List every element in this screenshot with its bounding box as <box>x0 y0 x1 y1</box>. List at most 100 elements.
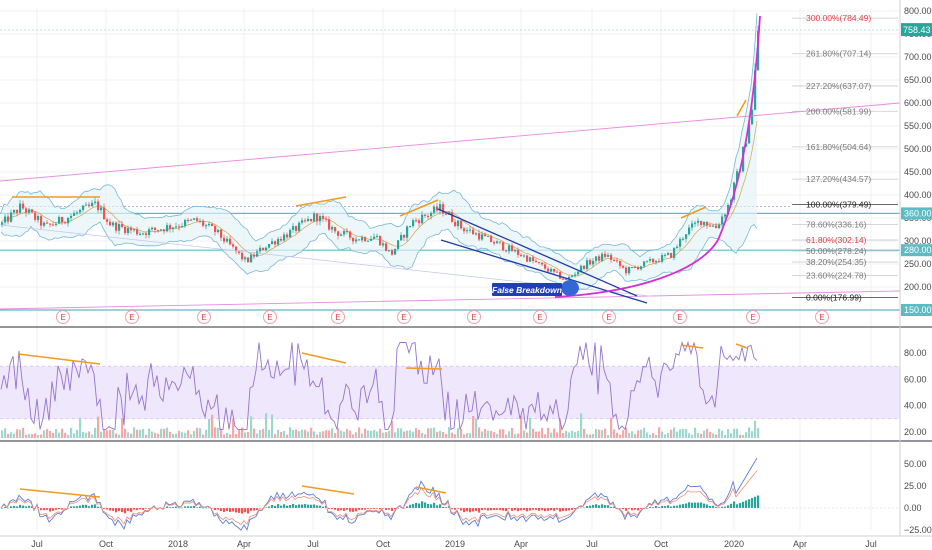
candle <box>79 209 82 213</box>
macd-histogram-bar <box>277 504 280 508</box>
candle <box>571 275 574 277</box>
divergence-line <box>295 196 347 207</box>
volume-bar <box>541 428 544 438</box>
fib-label: 0.00%(176.99) <box>806 293 862 303</box>
candle <box>37 216 40 220</box>
macd-histogram-bar <box>487 508 490 511</box>
volume-bar <box>637 430 640 438</box>
earnings-marker-text: E <box>537 313 542 322</box>
macd-histogram-bar <box>433 502 436 508</box>
candle <box>631 267 634 269</box>
candle <box>268 243 271 248</box>
macd-histogram-bar <box>409 504 412 508</box>
volume-bar <box>535 431 538 438</box>
macd-panel <box>0 457 900 531</box>
price-tick-label: 500.00 <box>904 144 932 154</box>
macd-histogram-bar <box>508 508 511 510</box>
candle <box>82 205 85 210</box>
macd-histogram-bar <box>682 504 685 508</box>
volume-bar <box>25 434 28 438</box>
volume-bar <box>493 432 496 438</box>
candle <box>217 229 220 233</box>
macd-histogram-bar <box>445 507 448 508</box>
candle <box>295 226 298 231</box>
volume-bar <box>325 430 328 438</box>
candle <box>283 234 286 241</box>
candle <box>421 214 424 224</box>
candle <box>166 225 169 232</box>
macd-histogram-bar <box>523 508 526 511</box>
candle <box>406 226 409 238</box>
candle <box>475 233 478 235</box>
candle <box>427 215 430 217</box>
volume-bar <box>79 417 82 438</box>
volume-bar <box>529 417 532 438</box>
volume-bar <box>685 428 688 438</box>
macd-histogram-bar <box>52 508 55 511</box>
volume-bar <box>721 430 724 438</box>
volume-bar <box>670 429 673 438</box>
macd-histogram-bar <box>94 504 97 508</box>
candle <box>727 204 730 215</box>
macd-histogram-bar <box>661 505 664 508</box>
volume-bar <box>271 414 274 438</box>
candle <box>271 241 274 244</box>
macd-histogram-bar <box>538 508 541 511</box>
volume-bar <box>397 428 400 438</box>
macd-histogram-bar <box>592 504 595 508</box>
candle <box>220 229 223 238</box>
macd-histogram-bar <box>247 508 250 514</box>
volume-bar <box>223 434 226 438</box>
macd-divergence-line <box>415 486 447 494</box>
macd-histogram-bar <box>226 508 229 511</box>
rsi-band <box>0 366 900 419</box>
candle <box>517 249 520 255</box>
macd-histogram-bar <box>31 506 34 508</box>
candle <box>439 204 442 211</box>
x-tick-label: 2019 <box>445 539 465 549</box>
macd-histogram-bar <box>316 505 319 508</box>
macd-histogram-bar <box>166 506 169 508</box>
candle <box>112 222 115 226</box>
volume-bar <box>157 433 160 438</box>
x-tick-label: Apr <box>514 539 528 549</box>
rsi-divergence-line <box>301 352 347 364</box>
earnings-marker-circle <box>197 310 211 324</box>
volume-bar <box>82 431 85 438</box>
bollinger-lower <box>0 221 758 291</box>
macd-histogram-bar <box>61 508 64 510</box>
candle <box>340 234 343 236</box>
volume-bar <box>361 433 364 438</box>
candle <box>274 241 277 245</box>
macd-histogram-bar <box>715 506 718 508</box>
volume-bar <box>682 428 685 438</box>
candle <box>190 219 193 221</box>
candle <box>238 251 241 253</box>
volume-bar <box>472 416 475 438</box>
volume-bar <box>241 427 244 438</box>
candle <box>142 233 145 235</box>
earnings-marker: E <box>125 310 139 324</box>
volume-bar <box>748 427 751 438</box>
candle <box>694 222 697 224</box>
candle <box>349 231 352 238</box>
volume-bar <box>127 432 130 438</box>
macd-histogram-bar <box>607 505 610 508</box>
price-tick-label: 700.00 <box>904 52 932 62</box>
macd-histogram-bar <box>670 506 673 508</box>
candle <box>598 256 601 261</box>
macd-histogram-bar <box>700 502 703 508</box>
volume-bar <box>238 430 241 438</box>
rsi-divergence-line <box>680 344 704 349</box>
volume-bar <box>193 430 196 438</box>
volume-bar <box>706 428 709 438</box>
candle <box>13 210 16 213</box>
macd-histogram-bar <box>481 508 484 511</box>
macd-histogram-bar <box>190 506 193 508</box>
macd-histogram-bar <box>505 508 508 512</box>
candle <box>46 222 49 224</box>
rsi-tick-label: 20.00 <box>904 427 927 437</box>
candle <box>382 243 385 246</box>
